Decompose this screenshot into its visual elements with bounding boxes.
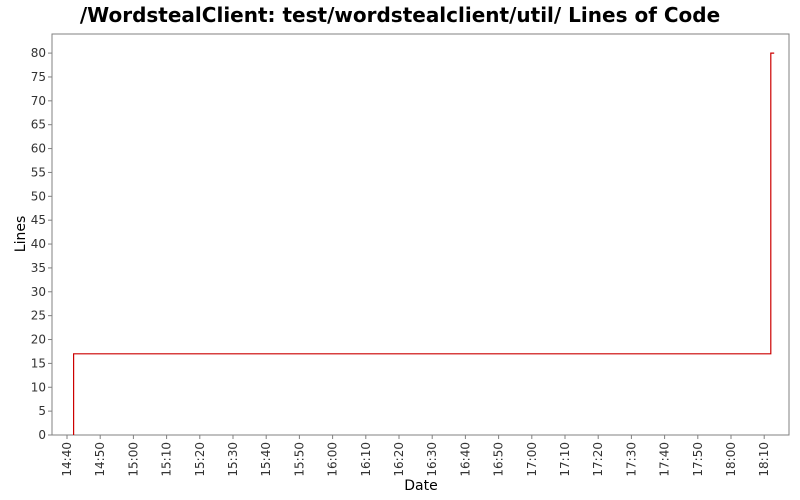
x-tick-label: 18:10 <box>757 442 771 477</box>
x-tick-label: 16:30 <box>425 442 439 477</box>
x-tick-label: 17:20 <box>591 442 605 477</box>
x-tick-label: 16:20 <box>392 442 406 477</box>
y-tick-label: 10 <box>31 380 46 394</box>
x-tick-label: 16:10 <box>359 442 373 477</box>
y-tick-label: 45 <box>31 213 46 227</box>
x-tick-label: 17:40 <box>658 442 672 477</box>
y-axis: 0 5 10 15 20 25 30 35 40 45 50 55 60 65 70 75 80 <box>31 46 52 442</box>
x-tick-label: 15:40 <box>259 442 273 477</box>
plot-area <box>51 33 790 436</box>
y-tick-label: 25 <box>31 309 46 323</box>
y-tick-label: 30 <box>31 285 46 299</box>
x-tick-label: 17:30 <box>624 442 638 477</box>
x-tick-label: 15:30 <box>226 442 240 477</box>
y-tick-label: 65 <box>31 118 46 132</box>
y-axis-label: Lines <box>13 216 29 252</box>
x-tick-label: 17:50 <box>691 442 705 477</box>
series-line <box>72 52 775 435</box>
chart-title: /WordstealClient: test/wordstealclient/u… <box>80 3 720 27</box>
series-layer <box>72 52 775 435</box>
x-tick-label: 15:10 <box>160 442 174 477</box>
y-tick-label: 20 <box>31 333 46 347</box>
y-tick-label: 80 <box>31 46 46 60</box>
x-axis-label: Date <box>404 478 437 494</box>
y-tick-label: 50 <box>31 189 46 203</box>
y-tick-label: 60 <box>31 142 46 156</box>
x-tick-label: 16:40 <box>458 442 472 477</box>
y-tick-label: 55 <box>31 165 46 179</box>
x-tick-label: 17:10 <box>558 442 572 477</box>
x-tick-label: 16:50 <box>492 442 506 477</box>
y-tick-label: 5 <box>38 404 46 418</box>
x-axis: 14:40 14:50 15:00 15:10 15:20 15:30 15:40 15:50… <box>60 435 771 477</box>
y-tick-label: 70 <box>31 94 46 108</box>
x-tick-label: 15:50 <box>292 442 306 477</box>
x-tick-label: 14:50 <box>93 442 107 477</box>
x-tick-label: 15:00 <box>126 442 140 477</box>
y-tick-label: 0 <box>38 428 46 442</box>
x-tick-label: 18:00 <box>724 442 738 477</box>
x-tick-label: 14:40 <box>60 442 74 477</box>
x-tick-label: 15:20 <box>193 442 207 477</box>
y-tick-label: 75 <box>31 70 46 84</box>
y-tick-label: 35 <box>31 261 46 275</box>
x-tick-label: 16:00 <box>326 442 340 477</box>
y-tick-label: 40 <box>31 237 46 251</box>
x-tick-label: 17:00 <box>525 442 539 477</box>
y-tick-label: 15 <box>31 356 46 370</box>
